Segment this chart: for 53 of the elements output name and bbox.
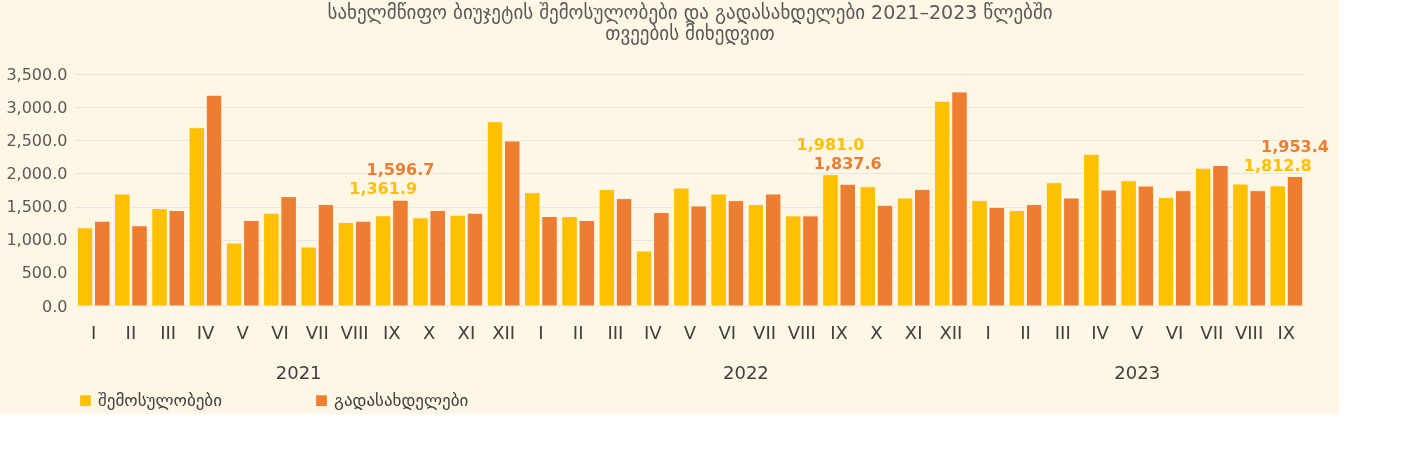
x-tick-label: V: [236, 321, 250, 343]
x-tick-label: I: [985, 321, 991, 343]
x-tick-label: X: [422, 321, 436, 343]
text: 2022: [723, 362, 769, 383]
x-tick-label: X: [870, 321, 883, 343]
x-tick-label: VII: [753, 321, 777, 343]
data-label: 1,953.4: [1261, 136, 1329, 156]
x-tick-label: III: [160, 321, 177, 343]
x-tick-label: XI: [904, 321, 923, 343]
y-tick-label: 2,000.0: [6, 163, 68, 183]
x-tick-label: VIII: [787, 321, 816, 343]
x-tick-label: VIII: [1234, 321, 1264, 343]
y-tick-label: 0.0: [42, 296, 68, 316]
y-tick-label: 3,500.0: [6, 64, 68, 84]
x-tick-label: II: [1020, 321, 1031, 343]
y-tick-label: 2,500.0: [6, 130, 68, 150]
legend-label: გადასახდელები: [334, 389, 469, 410]
x-tick-label: XII: [492, 321, 516, 343]
y-tick-label: 500.0: [21, 263, 68, 283]
y-tick-label: 3,000.0: [6, 97, 68, 117]
y-tick-label: 1,000.0: [6, 230, 68, 250]
data-label: 1,361.9: [349, 179, 418, 199]
data-label: 1,596.7: [366, 160, 435, 180]
x-tick-label: III: [1054, 321, 1071, 343]
x-tick-label: VII: [1200, 321, 1224, 343]
x-tick-label: IV: [1091, 321, 1110, 343]
x-tick-label: IV: [643, 321, 663, 343]
x-tick-label: V: [1131, 321, 1145, 343]
x-tick-label: VIII: [340, 321, 369, 343]
x-tick-label: V: [683, 321, 697, 343]
data-label: 1,837.6: [813, 153, 882, 173]
x-tick-label: VII: [305, 321, 329, 343]
x-tick-label: II: [572, 321, 584, 343]
text: 2021: [275, 362, 322, 383]
x-tick-label: I: [538, 321, 544, 343]
data-label: 1,981.0: [796, 134, 865, 154]
x-tick-label: IX: [830, 321, 848, 343]
x-tick-label: VI: [271, 321, 289, 343]
y-tick-label: 1,500.0: [6, 197, 68, 217]
x-tick-label: III: [607, 321, 624, 343]
legend-label: შემოსულობები: [98, 389, 222, 410]
data-label: 1,812.8: [1243, 155, 1312, 175]
chart-title: სახელმწიფო ბიუჯეტის შემოსულობები და გადასახდელები 2021–2023 წლებში თვეების მიხედვით: [327, 1, 1053, 45]
x-tick-label: II: [125, 321, 137, 343]
text: 2023: [1114, 362, 1161, 383]
x-tick-label: XII: [939, 321, 963, 343]
x-tick-label: VI: [1165, 321, 1184, 343]
x-tick-label: IX: [383, 321, 401, 343]
x-tick-label: I: [90, 321, 97, 343]
x-tick-label: IV: [196, 321, 215, 343]
x-tick-label: VI: [718, 321, 737, 343]
x-tick-label: XI: [457, 321, 476, 343]
x-tick-label: IX: [1277, 321, 1296, 343]
